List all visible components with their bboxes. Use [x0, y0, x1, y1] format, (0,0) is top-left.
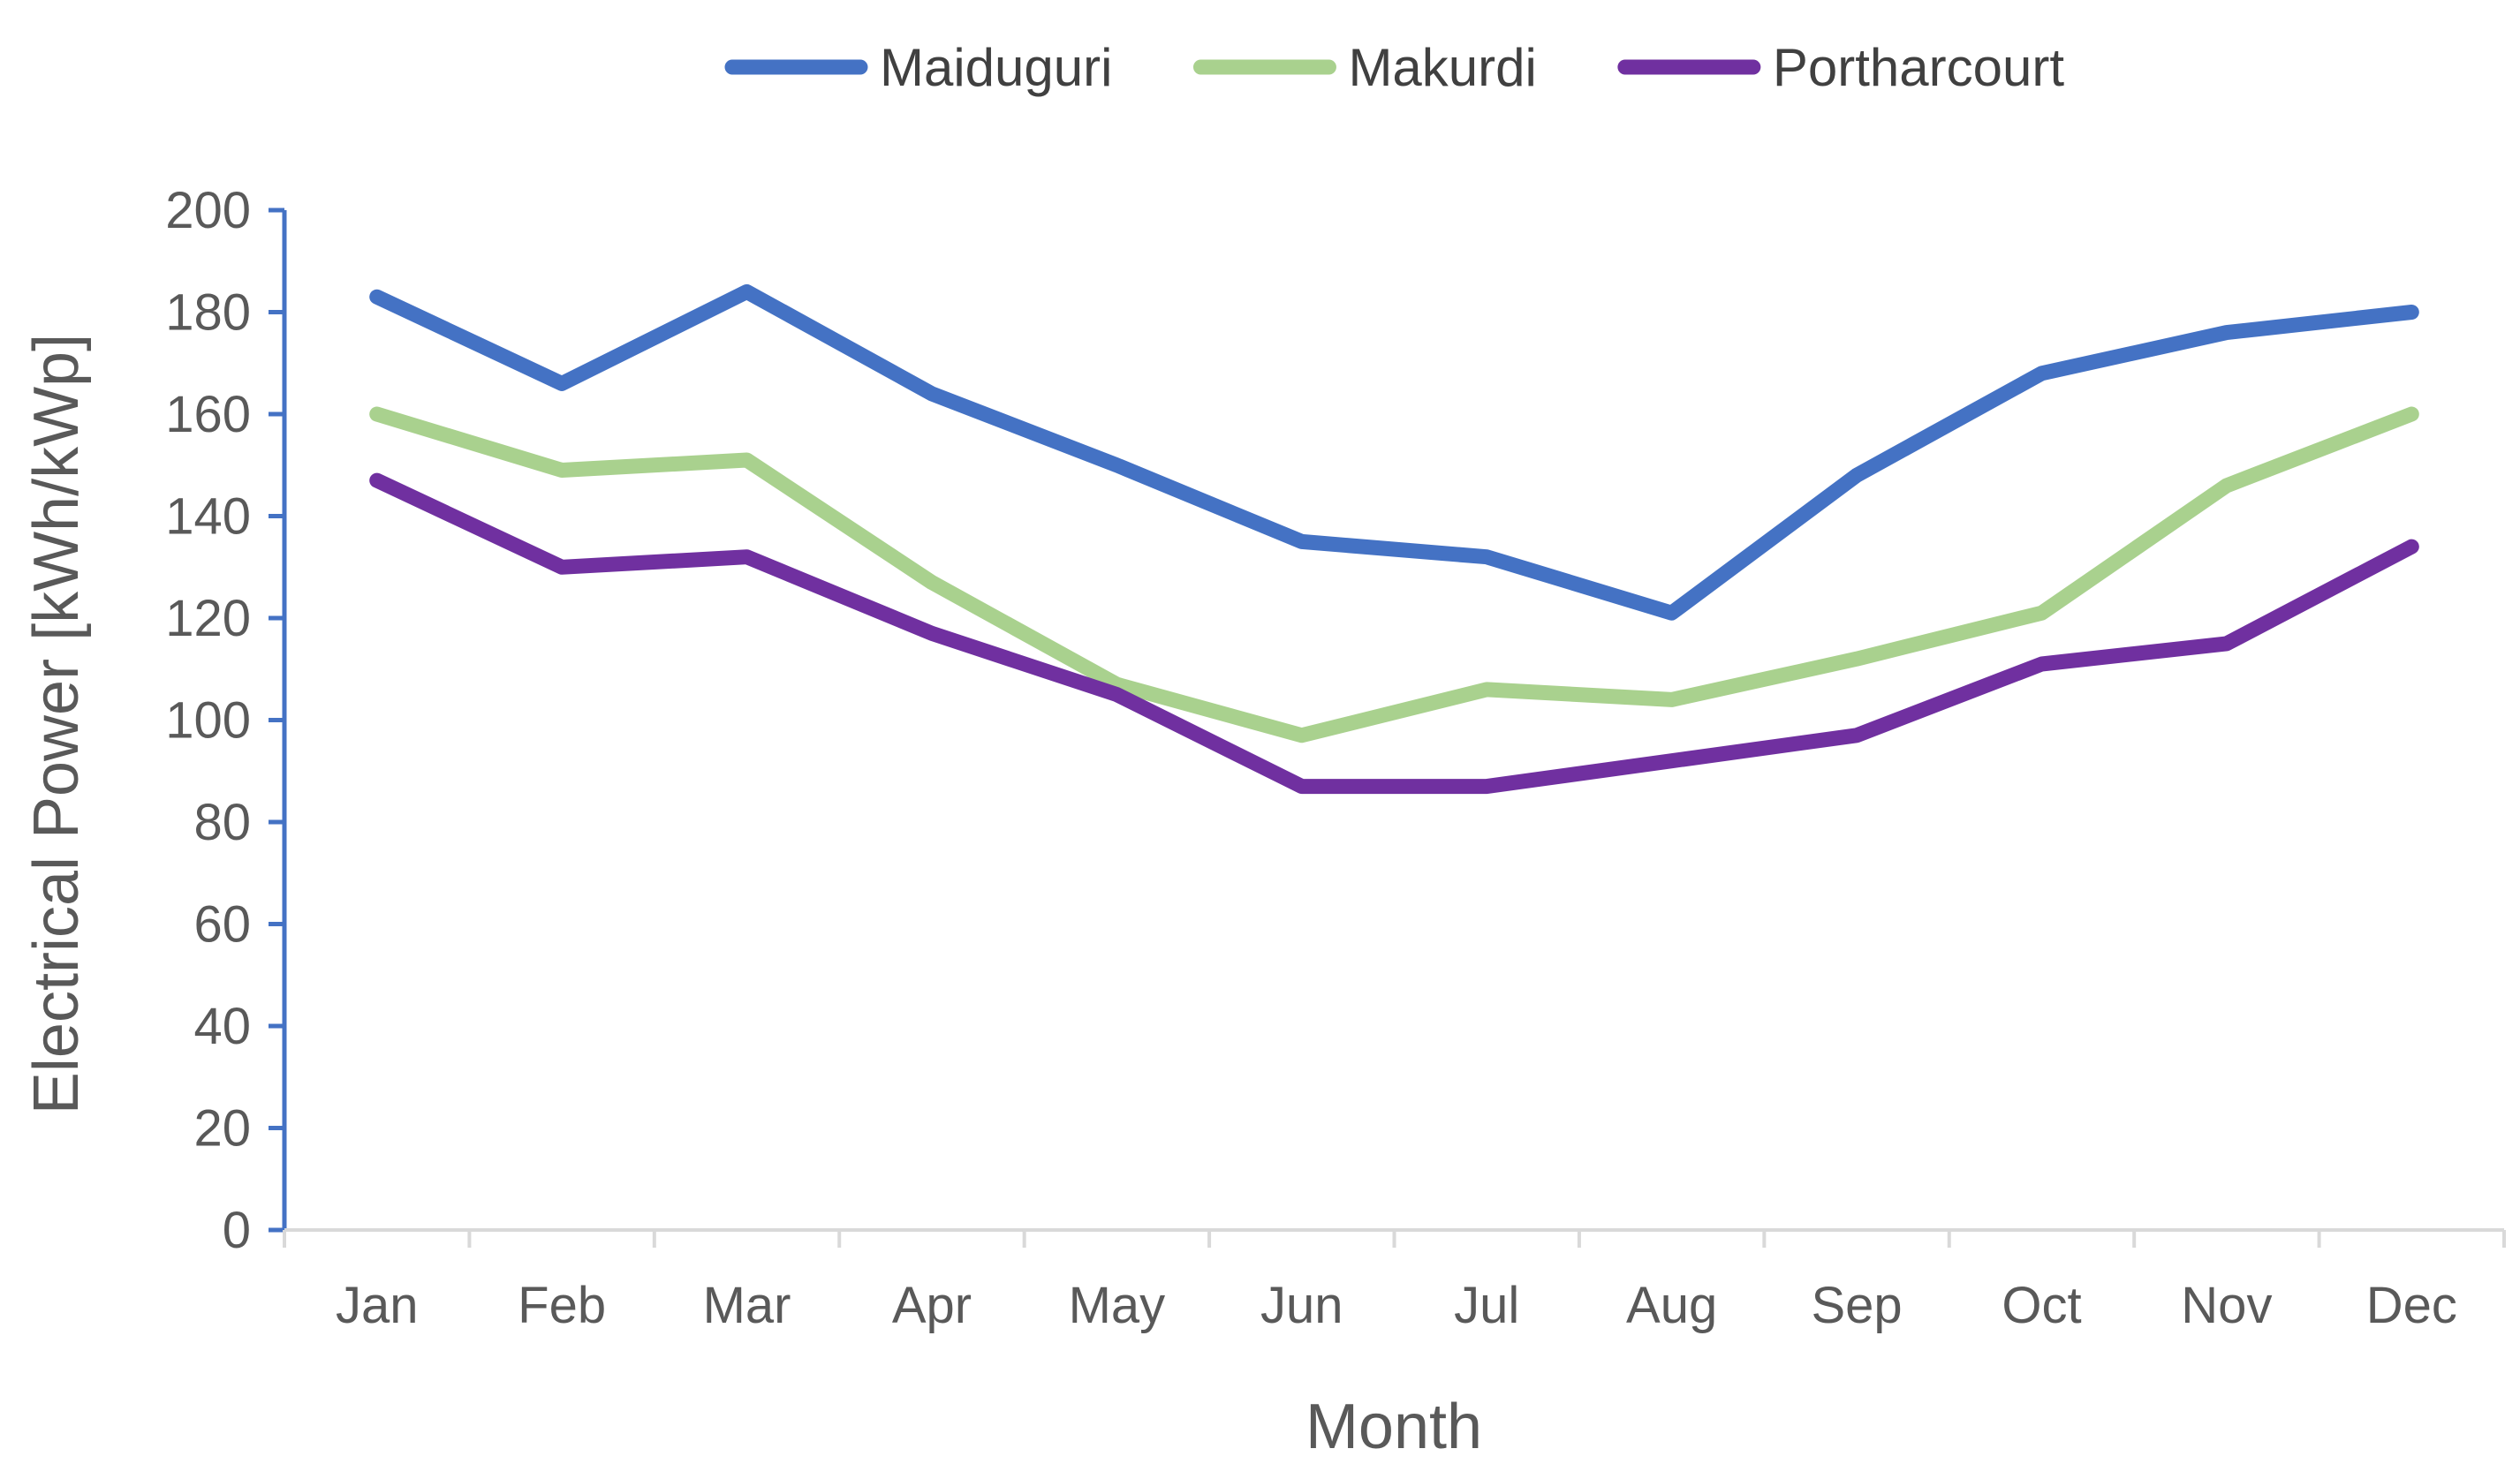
y-tick-label: 60	[193, 896, 251, 954]
series-lines	[369, 283, 2419, 795]
y-tick-label: 200	[165, 182, 251, 239]
y-tick-label: 80	[193, 794, 251, 851]
y-tick-label: 120	[165, 590, 251, 647]
series-line-maiduguri	[369, 283, 2419, 621]
x-tick-label-nov: Nov	[2181, 1277, 2272, 1334]
y-tick-label: 100	[165, 692, 251, 750]
y-axis-ticks: 0 20 40 60 80 100 120 140 160 180 200	[165, 182, 284, 1259]
y-axis-title: Electrical Power [kWh/kWp]	[21, 334, 92, 1114]
legend-label-makurdi: Makurdi	[1348, 38, 1536, 97]
x-axis-ticks: Jan Feb Mar Apr May Jun Jul Aug Sep Oct Nov Dec	[283, 1230, 2506, 1334]
x-tick-label-apr: Apr	[892, 1277, 972, 1334]
x-tick-label-sep: Sep	[1811, 1277, 1902, 1334]
legend-item-portharcourt: Portharcourt	[1617, 38, 2064, 97]
y-tick-label: 180	[165, 284, 251, 342]
series-line-makurdi	[369, 406, 2419, 743]
series-line-portharcourt	[369, 472, 2419, 795]
legend-item-maiduguri: Maiduguri	[724, 38, 1112, 97]
legend-label-portharcourt: Portharcourt	[1773, 38, 2064, 97]
x-tick-label-jan: Jan	[336, 1277, 419, 1334]
y-tick-label: 140	[165, 488, 251, 546]
x-tick-label-oct: Oct	[2002, 1277, 2081, 1334]
x-tick-label-feb: Feb	[518, 1277, 606, 1334]
x-tick-label-may: May	[1069, 1277, 1166, 1334]
x-tick-label-aug: Aug	[1626, 1277, 1717, 1334]
y-tick-label: 20	[193, 1100, 251, 1158]
x-tick-label-jun: Jun	[1260, 1277, 1343, 1334]
legend: Maiduguri Makurdi Portharcourt	[724, 38, 2064, 97]
x-tick-label-jul: Jul	[1454, 1277, 1519, 1334]
y-tick-label: 40	[193, 998, 251, 1055]
y-tick-label: 0	[223, 1202, 251, 1259]
x-tick-label-mar: Mar	[703, 1277, 791, 1334]
x-tick-label-dec: Dec	[2366, 1277, 2457, 1334]
x-axis-title: Month	[1305, 1392, 1482, 1462]
legend-label-maiduguri: Maiduguri	[880, 38, 1112, 97]
y-tick-label: 160	[165, 386, 251, 443]
legend-item-makurdi: Makurdi	[1192, 38, 1537, 97]
plot-area: 0 20 40 60 80 100 120 140 160 180 200 Jan Feb Mar Apr…	[165, 182, 2506, 1334]
